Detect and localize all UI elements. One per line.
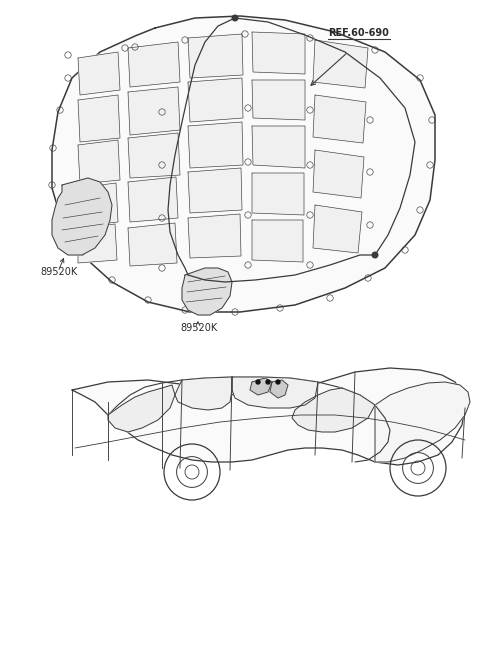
Text: 89520K: 89520K <box>180 323 217 333</box>
Circle shape <box>276 380 280 384</box>
Polygon shape <box>313 95 366 143</box>
Polygon shape <box>128 133 180 178</box>
Polygon shape <box>182 268 232 315</box>
Circle shape <box>266 380 270 384</box>
Polygon shape <box>292 388 375 432</box>
Circle shape <box>372 252 378 258</box>
Polygon shape <box>128 177 178 222</box>
Polygon shape <box>188 34 243 78</box>
Polygon shape <box>252 220 303 262</box>
Polygon shape <box>313 40 368 88</box>
Polygon shape <box>188 168 242 213</box>
Polygon shape <box>128 87 180 135</box>
Polygon shape <box>78 183 118 226</box>
Polygon shape <box>252 173 304 215</box>
Polygon shape <box>72 368 465 465</box>
Polygon shape <box>313 150 364 198</box>
Polygon shape <box>250 378 272 395</box>
Polygon shape <box>188 122 243 168</box>
Polygon shape <box>313 205 362 253</box>
Circle shape <box>232 15 238 21</box>
Polygon shape <box>78 95 120 142</box>
Polygon shape <box>270 380 288 398</box>
Polygon shape <box>188 214 241 258</box>
Polygon shape <box>188 78 243 122</box>
Polygon shape <box>252 80 305 120</box>
Polygon shape <box>52 178 112 255</box>
Polygon shape <box>108 385 175 432</box>
Polygon shape <box>375 382 470 462</box>
Polygon shape <box>78 224 117 263</box>
Polygon shape <box>232 377 318 408</box>
Polygon shape <box>128 223 177 266</box>
Polygon shape <box>175 377 232 410</box>
Polygon shape <box>78 140 120 184</box>
Circle shape <box>256 380 260 384</box>
Text: 89520K: 89520K <box>40 267 77 277</box>
Polygon shape <box>128 42 180 87</box>
Text: REF.60-690: REF.60-690 <box>328 28 389 38</box>
Polygon shape <box>78 52 120 95</box>
Polygon shape <box>252 126 305 168</box>
Polygon shape <box>52 16 435 312</box>
Polygon shape <box>252 32 305 74</box>
